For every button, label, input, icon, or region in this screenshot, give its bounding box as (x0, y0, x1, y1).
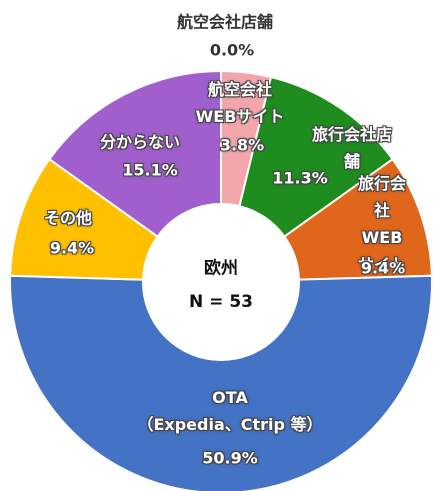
value-label: 9.4% (49, 238, 95, 258)
category-label: 航空会社 WEBサイト (195, 80, 285, 126)
value-label: 50.9% (202, 448, 258, 468)
category-label: その他 (43, 208, 93, 228)
category-label: 分からない (99, 132, 181, 152)
category-label: 旅行会社店舗 (311, 125, 392, 171)
category-label: 航空会社店舗 (176, 12, 274, 32)
value-label: 9.4% (360, 258, 406, 278)
value-label: 15.1% (122, 160, 178, 180)
value-label: 11.3% (272, 168, 328, 188)
value-label: 3.8% (219, 135, 265, 155)
center-title: 欧州 (204, 258, 238, 279)
donut-segment (238, 75, 394, 239)
donut-segment (48, 69, 222, 239)
value-label: 0.0% (209, 40, 255, 60)
category-label: OTA （Expedia、Ctrip 等） (137, 388, 323, 434)
donut-segment (9, 274, 433, 491)
category-label: 旅行会社 WEBサイト (357, 174, 406, 274)
center-subtitle: N = 53 (189, 292, 253, 312)
